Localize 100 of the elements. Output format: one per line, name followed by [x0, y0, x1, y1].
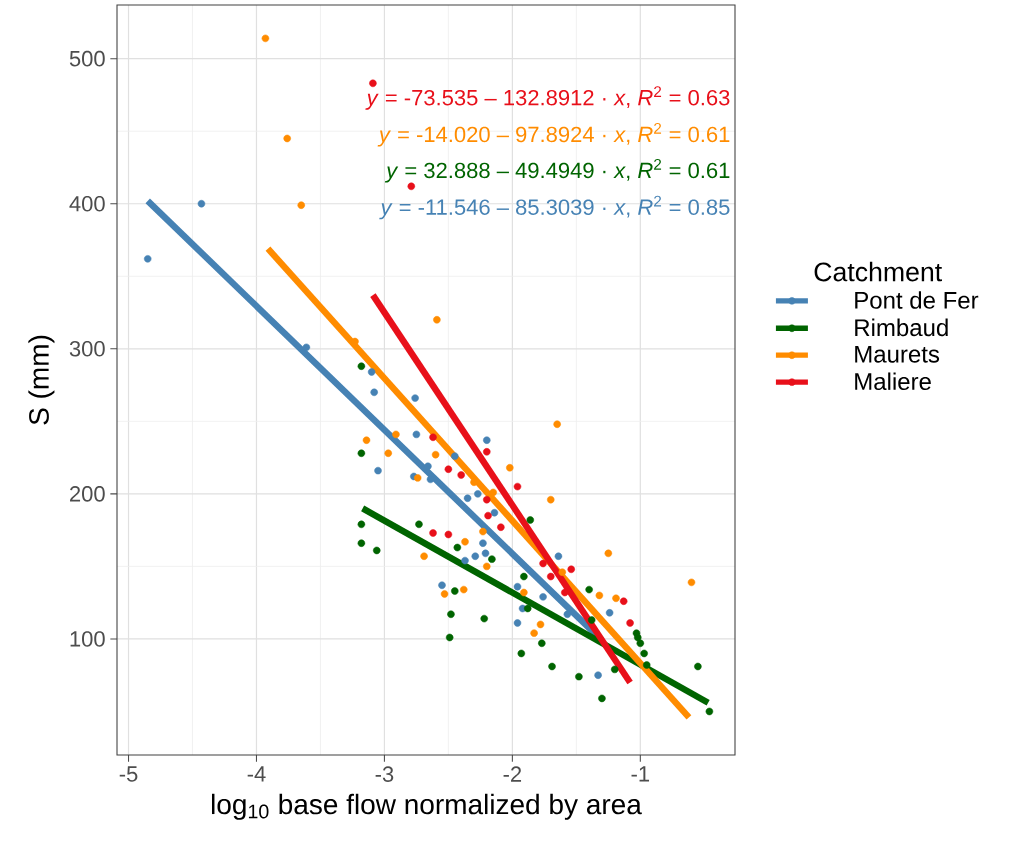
point: [536, 620, 545, 629]
point: [520, 572, 528, 581]
point: [357, 449, 366, 457]
point: [619, 597, 628, 605]
point: [558, 568, 567, 576]
point: [705, 707, 714, 716]
point: [604, 549, 613, 558]
point: [447, 610, 455, 619]
point: [513, 482, 522, 491]
point: [480, 614, 488, 623]
point: [283, 134, 291, 143]
point: [642, 661, 651, 669]
legend-label: Maurets: [855, 345, 940, 363]
point: [369, 79, 377, 88]
point: [481, 549, 490, 558]
point: [429, 433, 437, 442]
point: [433, 316, 441, 324]
point: [415, 520, 423, 529]
point: [636, 639, 645, 648]
point: [413, 474, 422, 482]
point: [605, 609, 614, 617]
point: [554, 552, 563, 560]
legend-title: Catchment: [814, 261, 942, 282]
point: [471, 552, 479, 560]
annotation: y = -14.020 – 97.8924 · x, R$^{2}$ = 0.61: [377, 122, 730, 147]
point: [197, 199, 206, 208]
point: [490, 508, 499, 517]
point: [261, 34, 270, 43]
point: [561, 588, 569, 597]
point: [297, 201, 305, 209]
point: [479, 539, 487, 547]
point: [143, 255, 152, 263]
point: [687, 578, 696, 587]
point: [357, 520, 366, 529]
point: [451, 452, 459, 460]
point: [407, 182, 416, 191]
point: [392, 430, 400, 439]
x-axis-title: log$_{10}$ base flow normalized by area: [211, 793, 642, 820]
point: [438, 581, 446, 589]
point: [479, 527, 487, 536]
point: [483, 436, 491, 444]
point: [483, 495, 491, 504]
point: [497, 523, 505, 531]
point: [520, 588, 528, 597]
point: [595, 591, 604, 600]
point: [640, 649, 648, 658]
point: [474, 490, 482, 498]
y-tick-label: 400: [69, 195, 105, 212]
point: [513, 619, 522, 627]
point: [429, 529, 437, 537]
point: [444, 465, 453, 473]
point: [424, 462, 432, 471]
point: [483, 562, 491, 571]
point: [384, 449, 392, 457]
point: [547, 572, 555, 581]
point: [585, 585, 593, 594]
point: [575, 672, 583, 681]
point: [612, 594, 620, 603]
point: [411, 394, 419, 402]
annotation: y = 32.888 – 49.4949 · x, R$^{2}$ = 0.61: [384, 158, 730, 183]
point: [517, 649, 526, 658]
point: [513, 582, 522, 591]
point: [694, 662, 702, 671]
point: [420, 552, 428, 560]
legend-label: Maliere: [855, 372, 931, 391]
point: [367, 368, 376, 376]
x-tick-label: -1: [631, 766, 650, 782]
y-tick-label: 200: [70, 486, 105, 502]
point: [506, 464, 514, 472]
point: [526, 516, 535, 524]
point: [440, 590, 449, 598]
y-tick-label: 500: [69, 50, 105, 67]
legend-label: Rimbaud: [855, 318, 948, 337]
x-tick-label: -4: [247, 766, 266, 782]
point: [453, 543, 462, 552]
point: [610, 665, 619, 674]
x-tick-label: -3: [375, 766, 394, 782]
point: [444, 530, 453, 539]
point: [530, 629, 538, 637]
y-tick-label: 100: [70, 631, 105, 647]
point: [457, 471, 465, 479]
point: [426, 475, 435, 484]
y-axis-title: S (mm): [28, 335, 55, 425]
point: [538, 639, 546, 648]
point: [461, 538, 469, 546]
point: [463, 494, 472, 502]
point: [539, 593, 547, 601]
point: [483, 448, 491, 456]
point: [598, 694, 606, 703]
annotation: y = -73.535 – 132.8912 · x, R$^{2}$ = 0.63: [365, 86, 730, 110]
point: [626, 619, 634, 627]
point: [357, 362, 366, 370]
point: [523, 604, 532, 613]
point: [357, 539, 366, 547]
annotation: y = -11.546 – 85.3039 · x, R$^{2}$ = 0.85: [379, 195, 730, 220]
x-tick-label: -5: [119, 766, 138, 782]
point: [412, 430, 421, 439]
point: [553, 420, 561, 428]
legend-label: Pont de Fer: [855, 291, 979, 309]
point: [460, 585, 468, 594]
